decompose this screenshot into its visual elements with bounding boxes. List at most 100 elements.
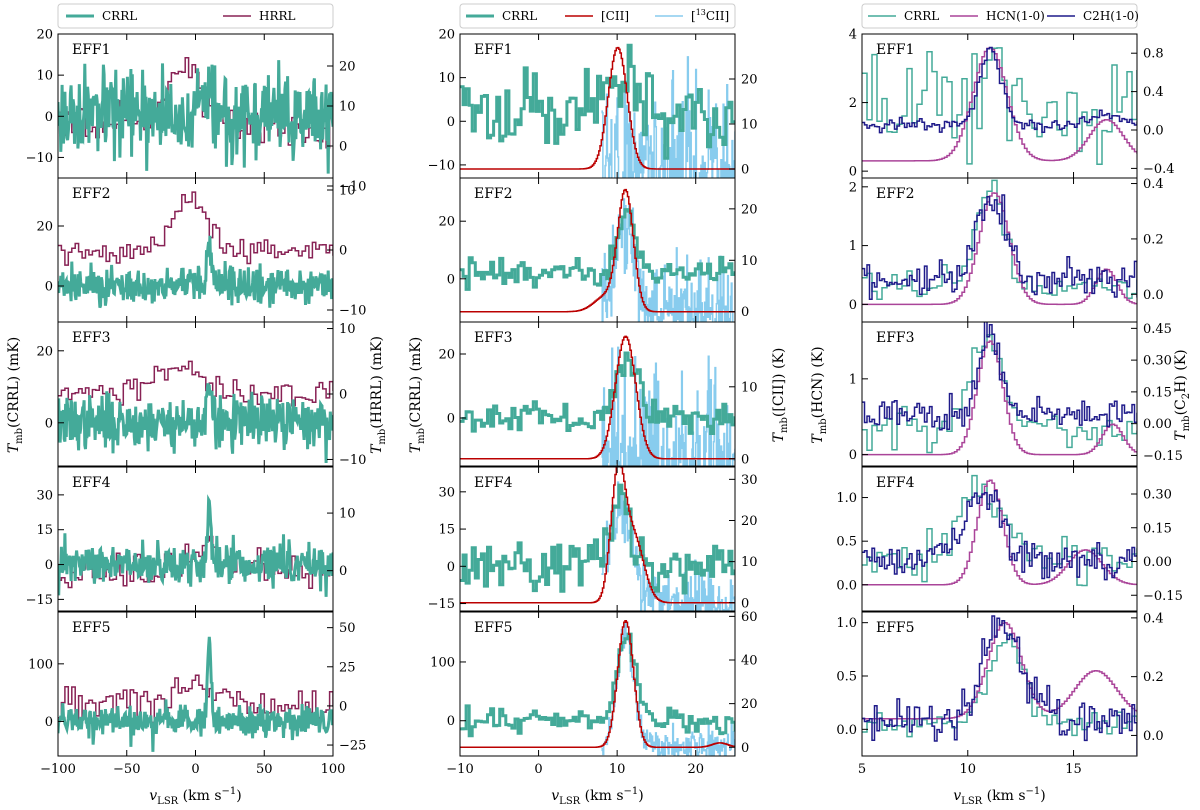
series--cii--eff1 bbox=[460, 46, 735, 170]
series-crrl-eff1 bbox=[862, 47, 1137, 166]
y-tick-label-left: 0 bbox=[849, 165, 857, 180]
y-tick-label-left: 20 bbox=[36, 220, 53, 235]
y-tick-label-right: 0.30 bbox=[1143, 488, 1172, 503]
y-tick-label-right: 10 bbox=[339, 507, 356, 522]
y-tick-label-left: 20 bbox=[438, 28, 455, 43]
svg-text:Tmb(HRRL) (mK): Tmb(HRRL) (mK) bbox=[369, 336, 388, 454]
series--cii--eff3 bbox=[460, 335, 735, 460]
svg-text:Tmb(CRRL) (mK): Tmb(CRRL) (mK) bbox=[6, 337, 25, 453]
x-tick-label: 0 bbox=[534, 762, 542, 777]
y-tick-label-right: −25 bbox=[339, 739, 366, 754]
panel-label: EFF2 bbox=[474, 186, 513, 202]
series-crrl-eff5 bbox=[460, 632, 735, 738]
y-tick-label-right: 20 bbox=[741, 73, 758, 88]
series-hcn-1-0--eff1 bbox=[862, 47, 1137, 162]
x-tick-label: 0 bbox=[191, 762, 199, 777]
y-tick-label-left: 0 bbox=[447, 272, 455, 287]
y-tick-label-right: 0 bbox=[339, 244, 347, 259]
y-tick-label-left: 0.5 bbox=[836, 535, 857, 550]
column-1: −1001020−1001020EFF1020−10010EFF2020−100… bbox=[6, 3, 388, 807]
series--cii--eff4 bbox=[460, 467, 735, 604]
legend-label: CRRL bbox=[904, 9, 939, 23]
y-tick-label-left: 0 bbox=[447, 412, 455, 427]
x-tick-label: 100 bbox=[321, 762, 346, 777]
y-tick-label-left: 2 bbox=[849, 96, 857, 111]
y-axis-label-right: Tmb(HRRL) (mK) bbox=[369, 336, 388, 454]
y-tick-label-right: 10 bbox=[339, 322, 356, 337]
series-crrl-eff5 bbox=[58, 636, 333, 752]
legend-label: CRRL bbox=[502, 9, 537, 23]
x-tick-label: 15 bbox=[1065, 762, 1082, 777]
panel-eff2: 0 20 0 10 20 EFF2 bbox=[438, 177, 758, 323]
legend: CRRL [CII] [13CII] bbox=[459, 3, 736, 29]
y-tick-label-left: 0 bbox=[45, 416, 53, 431]
series--13cii--eff1 bbox=[601, 56, 735, 178]
y-tick-label-right: 0 bbox=[741, 741, 749, 756]
series-crrl-eff4 bbox=[460, 483, 735, 595]
y-tick-label-right: 0.2 bbox=[1143, 670, 1164, 685]
y-tick-label-left: 1.0 bbox=[836, 491, 857, 506]
panel-eff1: −10 0 10 20 0 10 20 EFF1 bbox=[428, 28, 758, 179]
series-crrl-eff2 bbox=[58, 235, 333, 309]
y-tick-label-right: 0.4 bbox=[1143, 177, 1164, 192]
series-hcn-1-0--eff3 bbox=[862, 340, 1137, 456]
legend-box bbox=[57, 3, 334, 29]
y-tick-label-right: 30 bbox=[741, 473, 758, 488]
y-tick-label-right: 0 bbox=[741, 305, 749, 320]
y-tick-label-right: 0.8 bbox=[1143, 47, 1164, 62]
y-tick-label-left: −10 bbox=[26, 151, 53, 166]
y-tick-label-right: 25 bbox=[339, 660, 356, 675]
series--13cii--eff2 bbox=[601, 198, 734, 322]
series-c2h-1-0--eff2 bbox=[862, 194, 1137, 300]
series-hrrl-eff3 bbox=[58, 360, 333, 407]
panel-label: EFF4 bbox=[72, 475, 111, 491]
series-c2h-1-0--eff1 bbox=[862, 46, 1137, 134]
x-tick-label: 50 bbox=[256, 762, 273, 777]
y-tick-label-left: 4 bbox=[849, 28, 857, 43]
x-tick-label: −10 bbox=[446, 762, 473, 777]
panel-label: EFF3 bbox=[474, 330, 513, 346]
panel-label: EFF1 bbox=[876, 42, 915, 58]
x-tick-label: −100 bbox=[40, 762, 76, 777]
y-tick-label-left: 20 bbox=[438, 215, 455, 230]
panel-label: EFF3 bbox=[72, 330, 111, 346]
series--13cii--eff3 bbox=[601, 346, 735, 466]
panel-frame bbox=[861, 321, 1138, 467]
svg-text:Tmb([CII]) (K): Tmb([CII]) (K) bbox=[771, 348, 790, 443]
y-tick-label-right: 0.4 bbox=[1143, 85, 1164, 100]
y-tick-label-left: 10 bbox=[36, 69, 53, 84]
y-tick-label-right: 10 bbox=[339, 100, 356, 115]
y-tick-label-right: 0.0 bbox=[1143, 124, 1164, 139]
y-tick-label-left: −15 bbox=[428, 597, 455, 612]
y-tick-label-right: −0.15 bbox=[1143, 589, 1183, 604]
legend-label: [13CII] bbox=[691, 8, 729, 23]
series-hcn-1-0--eff4 bbox=[862, 479, 1137, 586]
x-axis-label: vLSR (km s−1) bbox=[149, 786, 241, 807]
y-tick-label-left: 0.5 bbox=[836, 670, 857, 685]
series--cii--eff2 bbox=[460, 188, 735, 313]
panel-eff2: 0 20 −10 0 10 EFF2 bbox=[36, 177, 366, 323]
y-tick-label-left: 10 bbox=[438, 71, 455, 86]
y-tick-label-right: 40 bbox=[741, 654, 758, 669]
series-hcn-1-0--eff2 bbox=[862, 192, 1137, 306]
y-tick-label-right: 20 bbox=[741, 697, 758, 712]
y-tick-label-left: 0 bbox=[447, 115, 455, 130]
y-tick-label-left: 0 bbox=[447, 560, 455, 575]
y-tick-label-right: 20 bbox=[339, 60, 356, 75]
panel-label: EFF1 bbox=[474, 42, 513, 58]
y-axis-label-right: Tmb([CII]) (K) bbox=[771, 348, 790, 443]
x-tick-label: 10 bbox=[959, 762, 976, 777]
y-tick-label-right: −10 bbox=[339, 180, 366, 195]
x-axis-label: vLSR (km s−1) bbox=[551, 786, 643, 807]
panel-label: EFF4 bbox=[876, 475, 915, 491]
y-tick-label-left: 0 bbox=[447, 714, 455, 729]
y-tick-label-left: 2 bbox=[849, 180, 857, 195]
panel-eff3: 0 20 0 10 EFF3 bbox=[438, 321, 758, 467]
y-tick-label-right: −0.15 bbox=[1143, 449, 1183, 464]
y-tick-label-right: 0.15 bbox=[1143, 385, 1172, 400]
panel-eff4: 0.0 0.5 1.0 −0.15 0.00 0.15 0.30 EFF4 bbox=[836, 466, 1183, 612]
series-c2h-1-0--eff3 bbox=[862, 322, 1137, 431]
series-crrl-eff2 bbox=[460, 208, 735, 291]
column-3: 024−0.40.00.40.8EFF10120.00.20.4EFF201−0… bbox=[810, 3, 1192, 807]
panel-eff4: −15 0 15 30 0 10 EFF4 bbox=[26, 466, 356, 612]
